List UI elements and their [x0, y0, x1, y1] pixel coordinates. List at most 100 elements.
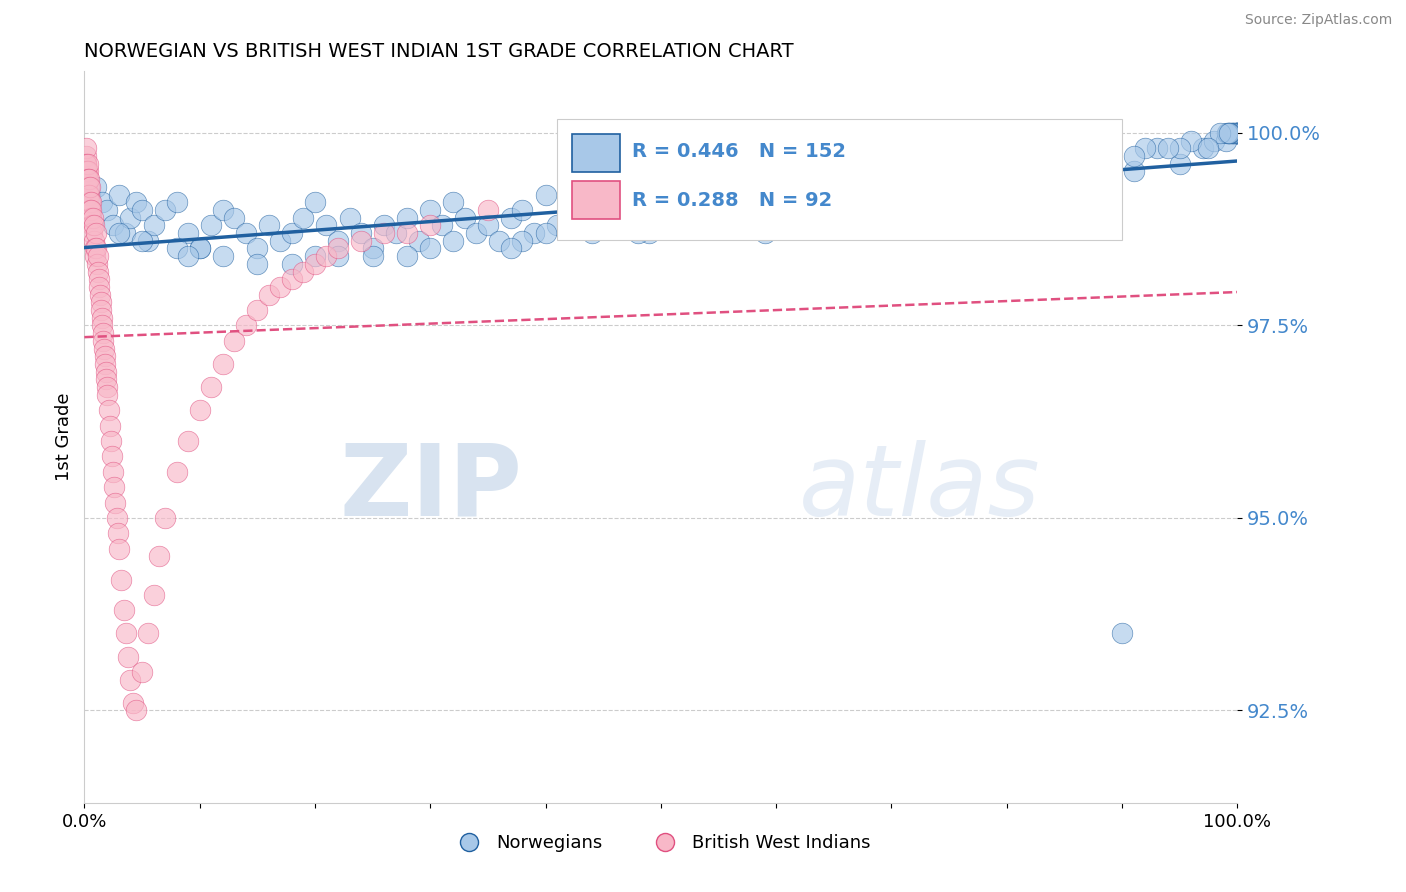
Point: [142, 588, 165, 602]
Point: [90, 303, 112, 318]
Point: [177, 226, 200, 240]
Point: [326, 242, 349, 256]
Point: [1018, 157, 1040, 171]
Point: [96, 380, 118, 394]
Point: [121, 696, 143, 710]
Point: [1216, 126, 1239, 140]
Point: [419, 242, 441, 256]
Point: [153, 202, 176, 217]
Point: [534, 187, 557, 202]
Point: [108, 187, 131, 202]
Point: [120, 211, 142, 225]
Point: [87, 272, 110, 286]
Point: [281, 272, 304, 286]
Point: [75, 164, 97, 178]
Point: [499, 211, 522, 225]
Text: R = 0.288   N = 92: R = 0.288 N = 92: [633, 191, 832, 210]
Point: [96, 202, 118, 217]
Point: [86, 257, 108, 271]
Point: [77, 187, 100, 202]
Point: [76, 179, 98, 194]
Point: [869, 202, 891, 217]
Point: [638, 226, 661, 240]
Point: [117, 649, 139, 664]
Point: [1122, 149, 1144, 163]
Point: [166, 465, 188, 479]
Legend: Norwegians, British West Indians: Norwegians, British West Indians: [443, 827, 879, 860]
Point: [224, 211, 246, 225]
Point: [1226, 126, 1249, 140]
Point: [1220, 126, 1243, 140]
Point: [94, 365, 117, 379]
Point: [75, 157, 97, 171]
Point: [1111, 626, 1133, 640]
Point: [304, 257, 326, 271]
Point: [224, 334, 246, 348]
Point: [557, 202, 579, 217]
Point: [83, 219, 105, 233]
Point: [960, 187, 983, 202]
Point: [1168, 141, 1191, 155]
Point: [79, 202, 101, 217]
Point: [91, 326, 114, 340]
Point: [1168, 157, 1191, 171]
Point: [108, 541, 131, 556]
Point: [188, 403, 211, 417]
Point: [1007, 164, 1029, 178]
Point: [86, 249, 108, 263]
Point: [100, 434, 122, 448]
Point: [661, 202, 683, 217]
Point: [581, 226, 603, 240]
Point: [811, 195, 834, 210]
Text: R = 0.446   N = 152: R = 0.446 N = 152: [633, 143, 846, 161]
Point: [200, 219, 222, 233]
Point: [75, 149, 97, 163]
Point: [131, 665, 153, 679]
Point: [1220, 126, 1243, 140]
Text: Source: ZipAtlas.com: Source: ZipAtlas.com: [1244, 13, 1392, 28]
Point: [1226, 126, 1249, 140]
Point: [546, 219, 568, 233]
Point: [82, 226, 104, 240]
Point: [304, 249, 326, 263]
Point: [1226, 126, 1249, 140]
Point: [569, 211, 592, 225]
Point: [1157, 141, 1180, 155]
Point: [754, 226, 776, 240]
Point: [1223, 126, 1246, 140]
Point: [80, 202, 103, 217]
Point: [80, 211, 103, 225]
Point: [188, 242, 211, 256]
Point: [246, 257, 269, 271]
Point: [984, 164, 1007, 178]
Point: [477, 219, 499, 233]
Point: [315, 249, 337, 263]
Point: [98, 418, 121, 433]
Point: [800, 211, 823, 225]
Point: [80, 219, 103, 233]
Point: [120, 673, 142, 687]
Point: [110, 573, 132, 587]
Point: [79, 195, 101, 210]
Point: [557, 219, 579, 233]
Point: [326, 234, 349, 248]
Point: [938, 172, 960, 186]
Point: [995, 164, 1018, 178]
Point: [707, 179, 730, 194]
Point: [1064, 157, 1087, 171]
Point: [77, 187, 100, 202]
Point: [166, 242, 188, 256]
Point: [89, 287, 111, 301]
Point: [1088, 149, 1111, 163]
Point: [534, 226, 557, 240]
Point: [114, 226, 136, 240]
Point: [685, 195, 707, 210]
Point: [269, 280, 291, 294]
Point: [79, 202, 101, 217]
Point: [76, 157, 98, 171]
Point: [1198, 141, 1220, 155]
Point: [419, 202, 441, 217]
Point: [1053, 164, 1076, 178]
Point: [246, 303, 269, 318]
Point: [107, 526, 129, 541]
